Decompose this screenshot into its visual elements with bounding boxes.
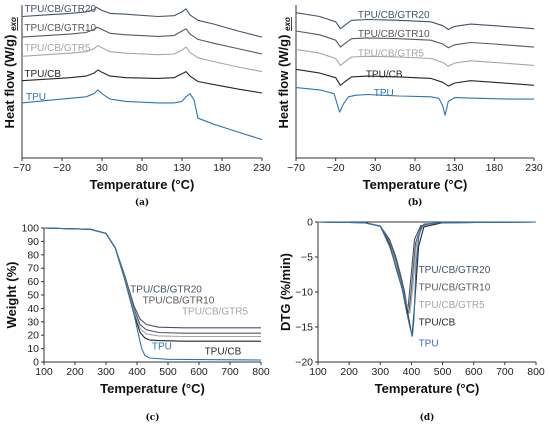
x-axis-label: Temperature (°C) (375, 381, 480, 396)
x-axis-label: Temperature (°C) (90, 177, 195, 192)
x-tick-label: 100 (35, 366, 53, 378)
x-tick-label: 100 (309, 366, 327, 378)
x-tick-label: −20 (53, 162, 71, 174)
y-tick-label: 100 (21, 223, 39, 235)
x-tick-label: 700 (221, 366, 239, 378)
series-line-tpu-cb-gtr10 (295, 30, 535, 49)
series-label: TPU/CB/GTR10 (24, 23, 96, 34)
panel-d-dtg: 100 200 300 400 500 600 700 800 −20 −15 −10 −5 0 Temp… (278, 217, 545, 424)
x-tick-label: 400 (128, 366, 146, 378)
series-line-tpu-cb-gtr20 (295, 12, 535, 31)
series-label: TPU/CB/GTR10 (419, 283, 491, 294)
x-tick-label: 500 (434, 366, 452, 378)
x-tick-label: 30 (369, 162, 381, 174)
x-tick-label: 230 (525, 162, 543, 174)
series-line-tpu-cb (295, 68, 535, 87)
panel-label: (d) (420, 412, 435, 423)
y-axis-label: DTG (%/min) (278, 253, 293, 331)
series-label: TPU/CB/GTR5 (419, 300, 486, 311)
x-tick-label: 30 (96, 162, 108, 174)
series-label: TPU (374, 88, 394, 99)
x-tick-label: 600 (190, 366, 208, 378)
x-tick-label: 800 (252, 366, 270, 378)
series-label: TPU (419, 339, 439, 350)
y-axis-exo-marker: exo (283, 17, 292, 31)
series-label: TPU/CB/GTR20 (24, 4, 96, 15)
series-line-tpu-cb-gtr5 (21, 44, 263, 73)
panel-label: (a) (135, 197, 149, 208)
series-label: TPU/CB/GTR20 (130, 284, 202, 295)
y-tick-label: 70 (27, 263, 39, 275)
series-label: TPU (152, 341, 172, 352)
x-tick-label: 300 (372, 366, 390, 378)
series-line-tpu (295, 87, 534, 116)
x-tick-label: −70 (287, 162, 305, 174)
series-label: TPU/CB/GTR10 (358, 29, 430, 40)
x-tick-label: 200 (340, 366, 358, 378)
y-tick-label: −5 (301, 252, 313, 264)
series-label: TPU/CB/GTR5 (358, 48, 425, 59)
series-line-tpu-cb-gtr10 (21, 26, 263, 55)
x-tick-label: 130 (173, 162, 191, 174)
panel-b-heat-flow-cooling: −70 −20 30 80 130 180 230 Temperature (°C) Heat … (276, 5, 543, 208)
y-tick-label: 0 (307, 217, 313, 229)
x-tick-label: 700 (496, 366, 514, 378)
x-tick-label: 80 (409, 162, 421, 174)
x-tick-label: 400 (403, 366, 421, 378)
series-label: TPU (26, 92, 46, 103)
x-tick-label: −20 (327, 162, 345, 174)
series-label: TPU/CB/GTR10 (143, 296, 215, 307)
y-tick-label: −15 (295, 322, 313, 334)
y-axis-label: Weight (%) (4, 262, 19, 329)
panel-label: (b) (408, 197, 423, 208)
y-axis-label: Heat flow (W/g) (2, 35, 17, 129)
x-tick-label: 600 (465, 366, 483, 378)
x-tick-label: 300 (97, 366, 115, 378)
series-line-tpu (317, 221, 537, 337)
panel-label: (c) (146, 412, 160, 423)
panel-a-heat-flow-heating: −70 −20 30 80 130 180 230 Temperature (°C) Heat … (2, 4, 271, 208)
series-label: TPU/CB/GTR5 (182, 306, 249, 317)
y-tick-label: −20 (295, 357, 313, 369)
series-label: TPU/CB/GTR5 (24, 43, 91, 54)
y-tick-label: 20 (27, 330, 39, 342)
x-tick-label: 230 (253, 162, 271, 174)
x-tick-label: 180 (486, 162, 504, 174)
y-tick-label: 50 (27, 290, 39, 302)
y-tick-label: 90 (27, 236, 39, 248)
series-label: TPU/CB (24, 69, 61, 80)
x-tick-label: 80 (136, 162, 148, 174)
x-tick-label: −70 (13, 162, 31, 174)
series-line-tpu (21, 89, 263, 141)
x-tick-label: 800 (527, 366, 545, 378)
y-tick-label: 10 (27, 343, 39, 355)
y-axis-label: Heat flow (W/g) (276, 35, 291, 129)
x-axis-label: Temperature (°C) (363, 177, 468, 192)
y-tick-label: −10 (295, 287, 313, 299)
series-label: TPU/CB/GTR20 (419, 265, 491, 276)
y-tick-label: 60 (27, 276, 39, 288)
y-tick-label: 40 (27, 303, 39, 315)
x-tick-label: 180 (213, 162, 231, 174)
y-tick-label: 80 (27, 249, 39, 261)
series-line-tpu (43, 227, 262, 361)
series-label: TPU/CB (366, 70, 403, 81)
x-axis-label: Temperature (°C) (100, 381, 205, 396)
series-label: TPU/CB/GTR20 (358, 10, 430, 21)
x-tick-label: 130 (446, 162, 464, 174)
series-line-tpu-cb-gtr5 (43, 227, 261, 338)
y-axis-exo-marker: exo (9, 17, 18, 31)
x-tick-label: 200 (66, 366, 84, 378)
x-tick-label: 500 (159, 366, 177, 378)
y-tick-label: 0 (33, 357, 39, 369)
y-tick-label: 30 (27, 316, 39, 328)
series-label: TPU/CB (205, 347, 242, 358)
series-label: TPU/CB (419, 318, 456, 329)
series-line-tpu-cb-gtr20 (21, 6, 263, 38)
series-line-tpu-cb (21, 69, 263, 94)
series-line-tpu-cb-gtr5 (295, 48, 535, 67)
